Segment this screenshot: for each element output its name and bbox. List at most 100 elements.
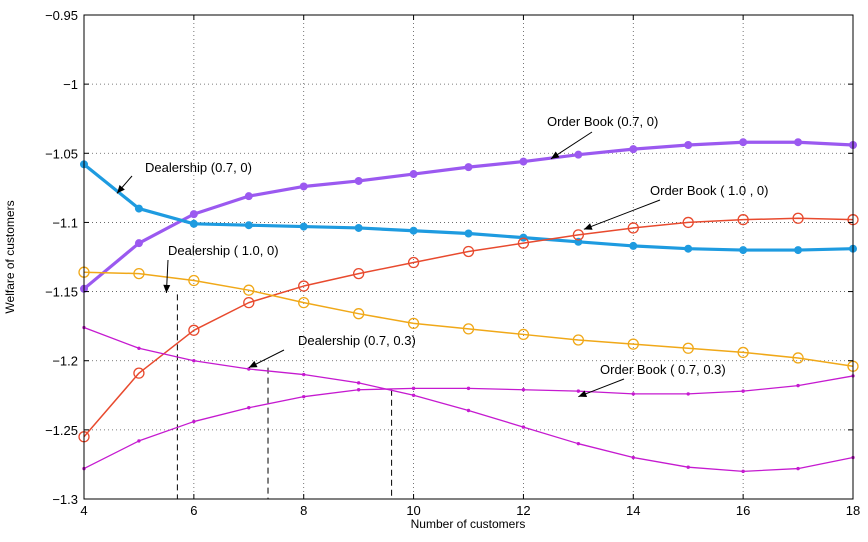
data-point <box>188 324 200 336</box>
data-point <box>627 338 639 350</box>
data-point <box>631 455 635 460</box>
y-tick-label: −1.1 <box>52 215 78 230</box>
data-point <box>243 296 255 309</box>
data-point <box>631 392 635 396</box>
series-group <box>78 138 859 474</box>
data-point <box>521 388 526 392</box>
x-tick-label: 18 <box>846 503 860 518</box>
annotation: Order Book ( 0.7, 0.3) <box>578 362 726 398</box>
data-point <box>627 222 639 234</box>
data-point <box>407 317 420 330</box>
data-point <box>409 170 418 179</box>
annotation: Dealership (0.7, 0.3) <box>248 333 416 369</box>
annotation: Dealership ( 1.0, 0) <box>163 243 279 293</box>
data-point <box>133 267 145 280</box>
data-point <box>462 245 475 258</box>
data-point <box>462 323 475 335</box>
data-point <box>134 239 143 248</box>
data-point <box>189 219 198 228</box>
data-point <box>574 150 583 159</box>
data-point <box>519 157 528 166</box>
data-point <box>796 466 800 471</box>
data-point <box>572 334 585 346</box>
series-line <box>83 271 854 367</box>
data-point <box>464 229 473 238</box>
x-tick-label: 8 <box>300 503 307 518</box>
data-point <box>466 408 471 413</box>
data-point <box>464 163 473 172</box>
x-tick-label: 6 <box>190 503 197 518</box>
data-point <box>302 394 306 399</box>
arrowhead-icon <box>248 360 258 368</box>
data-point <box>411 393 416 397</box>
data-point <box>354 176 363 185</box>
y-tick-label: −1.25 <box>45 423 78 438</box>
annotation-arrow <box>578 378 625 398</box>
data-point <box>299 222 308 231</box>
data-point <box>133 367 145 379</box>
data-point <box>682 342 694 354</box>
annotation-label: Order Book ( 1.0 , 0) <box>650 183 769 198</box>
annotation: Order Book (0.7, 0) <box>547 114 658 160</box>
data-point <box>247 367 251 371</box>
data-point <box>739 138 748 147</box>
data-point <box>517 328 530 341</box>
data-point <box>576 441 581 446</box>
series-line <box>83 326 854 472</box>
series-dealership-1-0-0 <box>78 266 859 372</box>
data-point <box>411 386 416 391</box>
data-point <box>192 419 196 424</box>
data-point <box>517 237 530 249</box>
data-point <box>354 223 363 232</box>
annotation-arrow <box>550 131 593 160</box>
data-point <box>298 280 310 292</box>
annotation-label: Order Book (0.7, 0) <box>547 114 658 129</box>
data-point <box>298 296 310 309</box>
data-point <box>356 381 361 385</box>
data-point <box>792 352 804 364</box>
tick-labels: 4 6 8 10 12 14 16 18 −1.3 −1.25 −1.2 −1.15 −1.1 −1.05… <box>45 8 860 518</box>
arrowhead-icon <box>116 185 125 194</box>
x-tick-label: 14 <box>626 503 640 518</box>
y-tick-label: −1.3 <box>52 492 78 507</box>
data-point <box>137 439 141 443</box>
data-point <box>741 389 745 393</box>
data-point <box>686 465 690 469</box>
annotations: Dealership (0.7, 0) Order Book (0.7, 0) Or… <box>116 114 769 398</box>
data-point <box>247 406 251 410</box>
arrowhead-icon <box>163 284 171 293</box>
data-point <box>739 246 748 255</box>
data-point <box>792 212 804 224</box>
data-point <box>356 388 361 392</box>
annotation: Order Book ( 1.0 , 0) <box>583 183 769 230</box>
x-tick-label: 10 <box>406 503 420 518</box>
data-point <box>302 372 306 377</box>
data-point <box>682 216 694 229</box>
data-point <box>741 469 745 474</box>
series-line <box>83 217 854 438</box>
data-point <box>244 221 253 230</box>
data-point <box>576 389 581 393</box>
vertical-guides <box>176 294 393 499</box>
y-tick-label: −1.05 <box>45 146 78 161</box>
arrowhead-icon <box>583 223 593 230</box>
data-point <box>352 308 365 320</box>
data-point <box>466 386 471 391</box>
data-point <box>737 214 749 226</box>
data-point <box>521 425 526 429</box>
y-tick-label: −0.95 <box>45 8 78 23</box>
data-point <box>794 138 803 147</box>
data-point <box>629 145 638 154</box>
grid <box>84 15 853 499</box>
data-point <box>686 392 690 396</box>
annotation-arrow <box>583 199 661 230</box>
annotation-label: Dealership ( 1.0, 0) <box>168 243 279 258</box>
series-order-book-0-7-0 <box>80 138 857 293</box>
y-tick-label: −1 <box>63 77 78 92</box>
series-order-book-0-7-0-3 <box>82 374 855 471</box>
arrowhead-icon <box>550 151 560 159</box>
data-point <box>192 359 196 363</box>
data-point <box>737 346 749 359</box>
